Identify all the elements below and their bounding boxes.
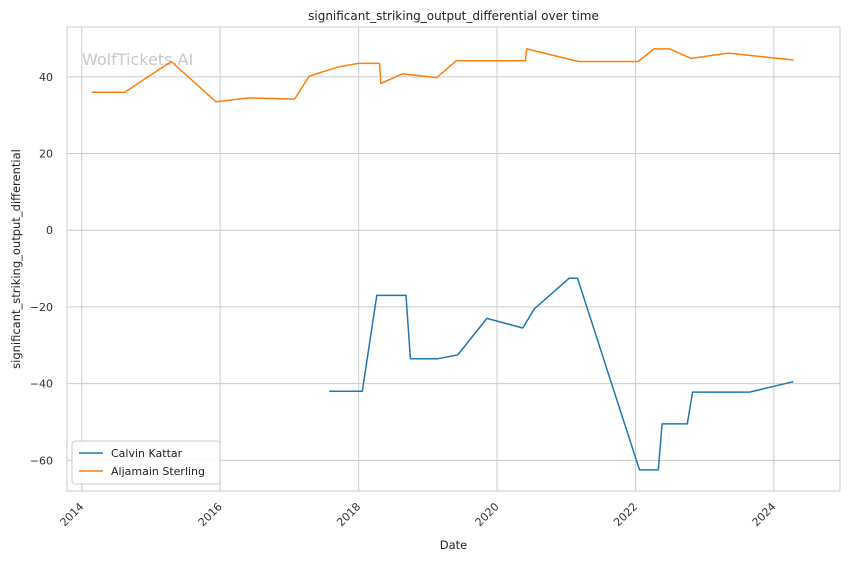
y-tick-label-5: −60 xyxy=(30,454,53,467)
x-axis-label: Date xyxy=(440,538,468,552)
plot-frame xyxy=(66,26,841,492)
y-tick-label-3: −20 xyxy=(30,301,53,314)
watermark: WolfTickets.AI xyxy=(82,50,193,69)
x-tick-labels: 2014 2016 2018 2020 2022 2024 xyxy=(57,500,778,529)
chart-title: significant_striking_output_differential… xyxy=(308,9,599,23)
series-layer xyxy=(91,48,794,471)
legend: Calvin Kattar Aljamain Sterling xyxy=(71,440,221,485)
x-tick-label-2014: 2014 xyxy=(57,500,86,529)
y-tick-label-0: 40 xyxy=(39,71,53,84)
y-axis-label: significant_striking_output_differential xyxy=(9,149,23,369)
series-line-aljamain-sterling xyxy=(91,48,794,103)
legend-box xyxy=(71,440,221,485)
x-tick-label-2020: 2020 xyxy=(473,500,502,529)
x-tick-label-2024: 2024 xyxy=(750,500,779,529)
y-tick-label-1: 20 xyxy=(39,148,53,161)
grid-layer xyxy=(67,27,840,491)
x-tick-label-2022: 2022 xyxy=(611,500,640,529)
y-tick-labels: 40 20 0 −20 −40 −60 xyxy=(30,71,53,467)
legend-label-calvin-kattar: Calvin Kattar xyxy=(111,447,183,460)
legend-label-aljamain-sterling: Aljamain Sterling xyxy=(111,465,205,478)
x-tick-label-2018: 2018 xyxy=(334,500,363,529)
y-tick-label-4: −40 xyxy=(30,378,53,391)
series-line-calvin-kattar xyxy=(329,277,794,471)
y-tick-label-2: 0 xyxy=(46,224,53,237)
x-tick-label-2016: 2016 xyxy=(196,500,225,529)
